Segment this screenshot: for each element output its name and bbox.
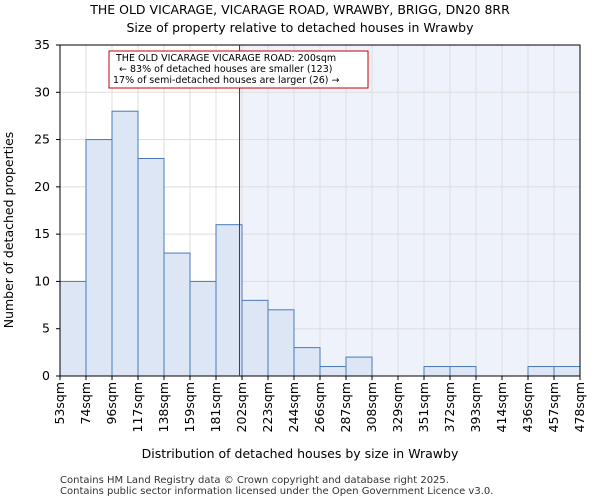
x-tick-label: 329sqm (390, 382, 405, 432)
bar (241, 299, 269, 377)
y-tick-label: 30 (34, 84, 50, 99)
y-tick-label: 10 (34, 273, 50, 288)
footer-line-1: Contains HM Land Registry data © Crown c… (60, 475, 449, 486)
bar (345, 356, 373, 377)
x-tick-label: 117sqm (130, 382, 145, 432)
bar (527, 366, 555, 377)
x-tick-labels: 53sqm 74sqm 96sqm 117sqm 138sqm 159sqm 181sqm 2… (52, 382, 587, 432)
chart-subtitle: Size of property relative to detached ho… (126, 20, 474, 35)
bar (293, 347, 321, 377)
bar (267, 309, 295, 377)
x-tick-label: 223sqm (260, 382, 275, 432)
x-tick-label: 96sqm (104, 382, 119, 425)
bar (215, 224, 243, 377)
y-tick-label: 35 (34, 37, 50, 52)
x-axis-label: Distribution of detached houses by size … (142, 446, 459, 461)
x-tick-label: 308sqm (364, 382, 379, 432)
x-tick-label: 351sqm (416, 382, 431, 432)
x-tick-label: 159sqm (182, 382, 197, 432)
x-tick-label: 436sqm (520, 382, 535, 432)
y-tick-label: 0 (42, 368, 50, 383)
y-axis-label: Number of detached properties (1, 132, 16, 329)
bar (163, 252, 191, 377)
y-tick-label: 20 (34, 179, 50, 194)
x-tick-label: 74sqm (78, 382, 93, 425)
x-tick-label: 414sqm (494, 382, 509, 432)
larger-region-shade (239, 45, 580, 376)
x-tick-label: 393sqm (468, 382, 483, 432)
x-tick-label: 244sqm (286, 382, 301, 432)
bar (189, 280, 217, 377)
y-tick-label: 25 (34, 132, 50, 147)
annotation-box: THE OLD VICARAGE VICARAGE ROAD: 200sqm ←… (108, 50, 369, 89)
x-tick-label: 372sqm (442, 382, 457, 432)
annotation-line-3: 17% of semi-detached houses are larger (… (113, 75, 340, 86)
y-tick-label: 15 (34, 226, 50, 241)
x-tick-label: 266sqm (312, 382, 327, 432)
y-tick-labels: 0 5 10 15 20 25 30 35 (34, 37, 50, 383)
annotation-line-1: THE OLD VICARAGE VICARAGE ROAD: 200sqm (115, 53, 336, 64)
x-tick-label: 457sqm (546, 382, 561, 432)
annotation-line-2: ← 83% of detached houses are smaller (12… (119, 64, 332, 75)
x-tick-label: 287sqm (338, 382, 353, 432)
chart-title: THE OLD VICARAGE, VICARAGE ROAD, WRAWBY,… (89, 2, 510, 17)
bar (85, 139, 113, 377)
axes (56, 44, 581, 380)
bar (449, 366, 477, 377)
bar (319, 366, 347, 377)
bar (111, 110, 139, 377)
x-tick-label: 138sqm (156, 382, 171, 432)
bars (59, 110, 581, 377)
x-tick-label: 53sqm (52, 382, 67, 425)
bar (137, 157, 165, 377)
bar (423, 366, 451, 377)
y-tick-label: 5 (42, 321, 50, 336)
annotation-border (108, 50, 369, 89)
plot-shade-layer (239, 45, 580, 376)
x-tick-label: 478sqm (572, 382, 587, 432)
x-tick-label: 181sqm (208, 382, 223, 432)
bar (59, 280, 87, 377)
bar (553, 366, 581, 377)
x-tick-label: 202sqm (234, 382, 249, 432)
footer-line-2: Contains public sector information licen… (60, 486, 493, 497)
